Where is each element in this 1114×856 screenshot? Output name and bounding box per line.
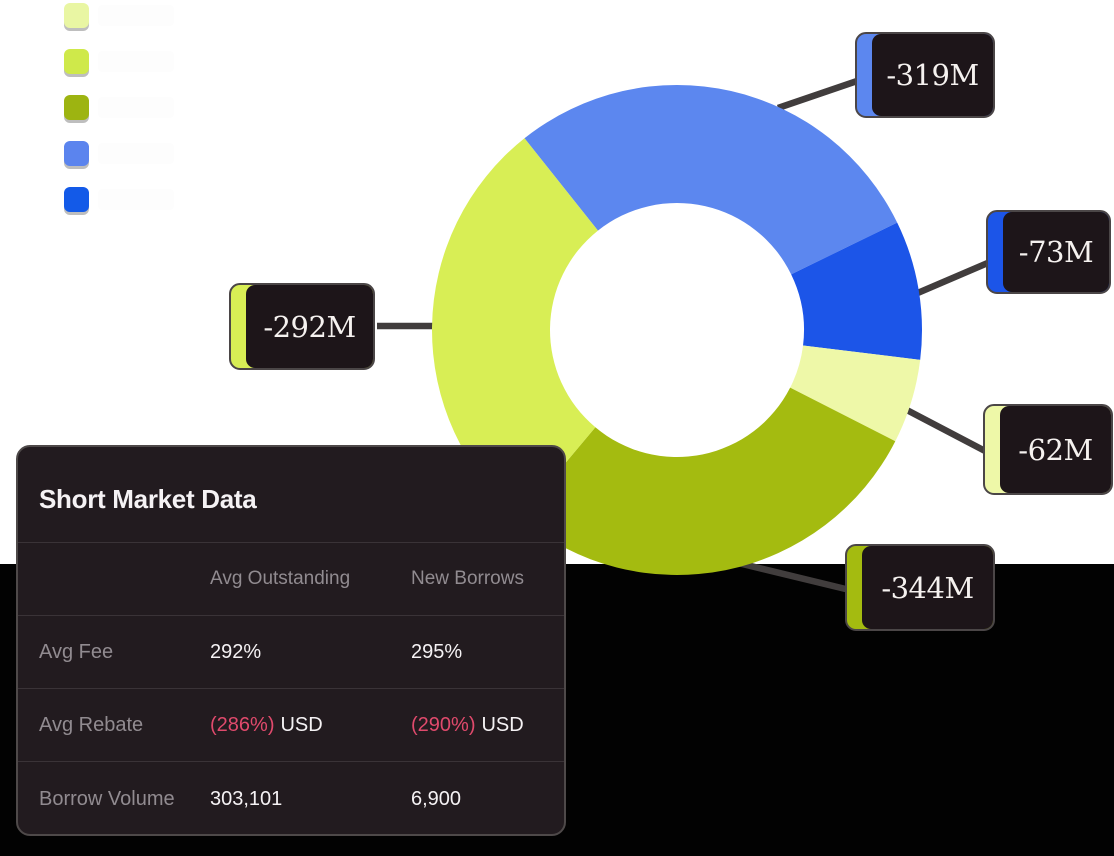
cell-borrow-volume-outstanding: 303,101 (210, 787, 283, 810)
callout-value: -62M (1018, 432, 1093, 467)
row-label: Avg Fee (39, 640, 114, 663)
currency-unit: USD (280, 713, 323, 736)
legend-item-2[interactable] (64, 48, 174, 75)
callout-connector (904, 259, 992, 301)
callout-value: -73M (1018, 235, 1094, 269)
legend-swatch (64, 95, 89, 120)
legend-swatch (64, 49, 89, 74)
legend-swatch (64, 141, 89, 166)
donut-segment--292M[interactable] (431, 138, 598, 518)
cell-avg-rebate-borrows: (290%) USD (411, 714, 543, 737)
callout-box: -292M (246, 285, 373, 368)
legend-label-redacted (98, 51, 174, 72)
column-header-new-borrows: New Borrows (411, 568, 524, 589)
table-row-borrow-volume: Borrow Volume 303,101 6,900 (18, 762, 564, 836)
legend-label-redacted (98, 5, 174, 26)
legend-item-5[interactable] (64, 186, 174, 213)
donut-segment--344M[interactable] (519, 387, 896, 576)
callout-value: -319M (886, 58, 979, 92)
callout-box: -344M (862, 546, 993, 629)
column-header-avg-outstanding: Avg Outstanding (210, 568, 351, 589)
donut-segment--319M[interactable] (524, 84, 898, 275)
row-label: Avg Rebate (39, 713, 144, 736)
panel-title: Short Market Data (18, 447, 564, 543)
table-row-avg-fee: Avg Fee 292% 295% (18, 616, 564, 689)
chart-legend (64, 2, 174, 213)
short-market-data-panel: Short Market Data Avg Outstanding New Bo… (16, 445, 566, 836)
table-row-avg-rebate: Avg Rebate (286%) USD (290%) USD (18, 689, 564, 762)
callout-tag-292m: -292M (229, 283, 375, 370)
cell-avg-fee-outstanding: 292% (210, 640, 262, 663)
table-header-row: Avg Outstanding New Borrows (18, 543, 564, 616)
callout-tag-319m: -319M (855, 32, 995, 118)
callout-tag-344m: -344M (845, 544, 995, 631)
callout-box: -62M (1000, 406, 1111, 493)
row-label: Borrow Volume (39, 787, 175, 810)
legend-label-redacted (98, 97, 174, 118)
legend-swatch (64, 187, 89, 212)
callout-box: -319M (872, 34, 993, 116)
currency-unit: USD (481, 713, 524, 736)
donut-segment--73M[interactable] (791, 222, 922, 360)
donut-segment--62M[interactable] (790, 345, 921, 442)
callout-box: -73M (1003, 212, 1109, 292)
callout-connector (901, 405, 989, 455)
cell-avg-rebate-outstanding: (286%) USD (210, 714, 411, 737)
legend-item-1[interactable] (64, 2, 174, 29)
cell-avg-fee-borrows: 295% (411, 640, 463, 663)
legend-item-3[interactable] (64, 94, 174, 121)
cell-borrow-volume-borrows: 6,900 (411, 787, 462, 810)
callout-connector (733, 558, 859, 596)
callout-connector (776, 76, 862, 112)
legend-label-redacted (98, 189, 174, 210)
callout-tag-73m: -73M (986, 210, 1111, 294)
callout-tag-62m: -62M (983, 404, 1113, 495)
callout-value: -344M (881, 570, 974, 605)
legend-item-4[interactable] (64, 140, 174, 167)
legend-swatch (64, 3, 89, 28)
negative-value: (286%) (210, 713, 275, 736)
legend-label-redacted (98, 143, 174, 164)
callout-value: -292M (263, 309, 356, 344)
negative-value: (290%) (411, 713, 476, 736)
